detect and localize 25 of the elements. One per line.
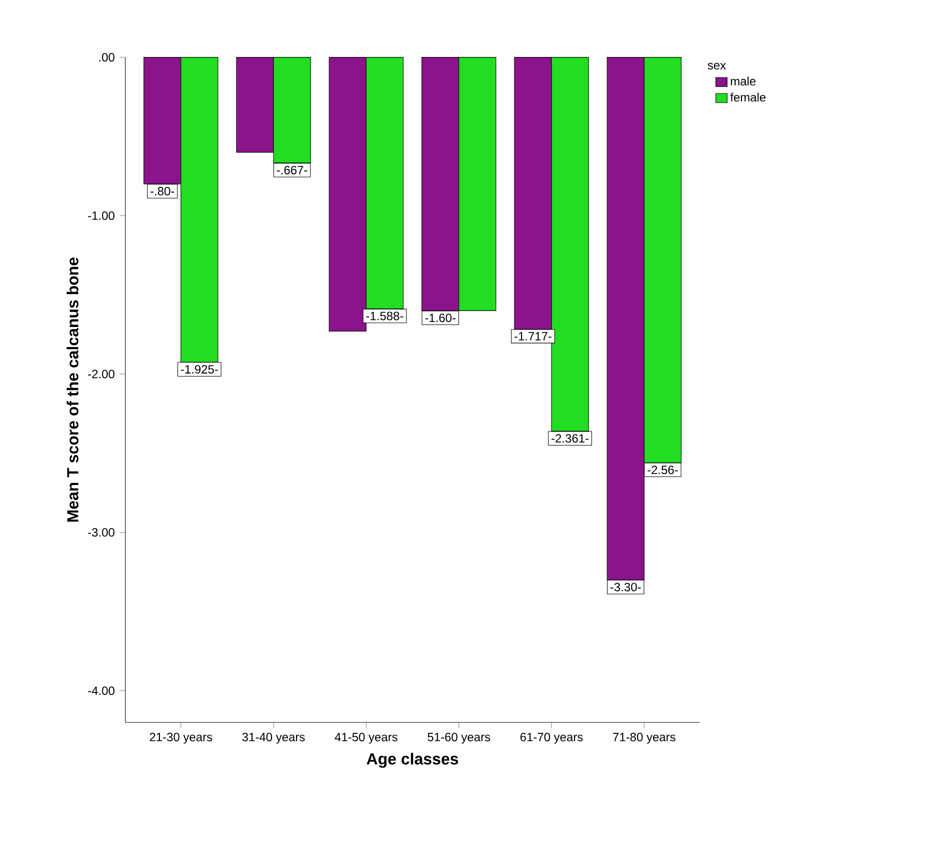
y-tick-label: -2.00 (88, 370, 114, 378)
x-tick-label: 61-70 years (520, 732, 583, 744)
legend-title: sex (708, 62, 726, 70)
x-tick-label: 31-40 years (242, 732, 305, 744)
data-label: -2.56- (648, 466, 678, 474)
data-label: -1.60- (425, 314, 456, 322)
y-tick-label: -3.00 (88, 528, 114, 537)
x-tick-label: 51-60 years (428, 732, 490, 744)
data-label: -2.361- (552, 434, 589, 443)
legend-label: female (730, 92, 766, 102)
y-axis-title: Mean T score of the calcanus bone (66, 258, 78, 522)
x-tick-label: 21-30 years (150, 732, 212, 744)
data-label: -1.588- (366, 312, 404, 320)
data-label: -.80- (150, 186, 174, 196)
data-label: -.667- (276, 166, 308, 174)
data-label: -3.30- (610, 582, 641, 592)
x-axis-title: Age classes (366, 752, 458, 768)
legend-label: male (730, 76, 756, 86)
y-tick-label: -1.00 (88, 211, 114, 220)
y-tick-label: .00 (99, 53, 114, 62)
data-label: -1.925- (180, 365, 218, 374)
x-tick-label: 41-50 years (334, 732, 398, 744)
x-tick-label: 71-80 years (613, 732, 676, 744)
data-label: -1.717- (514, 332, 552, 340)
y-tick-label: -4.00 (88, 686, 114, 695)
